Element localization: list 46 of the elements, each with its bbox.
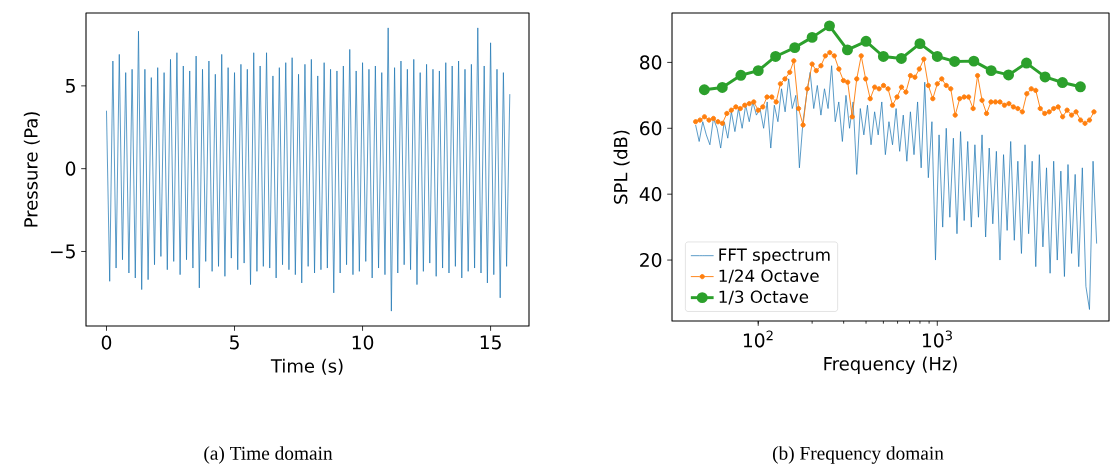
y-tick-label: 20 [640,252,662,268]
text: (a) Time domain [204,446,333,464]
point [698,84,710,96]
x-tick-label: 15 [480,335,501,350]
legend-label: 1/3 Octave [719,290,809,305]
y-tick-label: 40 [639,187,662,202]
point [824,20,835,32]
legend-label: FFT spectrum [719,248,830,265]
y-tick-label: 80 [640,55,662,70]
point [716,81,728,93]
point [949,55,961,67]
point [1074,81,1086,93]
y-axis-title: SPL (dB) [613,130,630,204]
point [735,69,747,81]
point [770,51,782,62]
x-tick-label: 0 [101,335,112,350]
point [914,38,926,50]
point [1056,77,1068,88]
point [968,55,980,67]
point [752,65,764,77]
line-series [106,27,511,312]
point [841,44,853,56]
line-series [695,65,1098,310]
y-tick-label: 60 [640,121,662,136]
point [1003,69,1015,81]
y-tick-label: 5 [66,78,75,93]
point [985,65,997,77]
x-tick-label: 10$^{3}$ [922,330,952,348]
y-axis-title: Pressure (Pa) [23,112,40,227]
point [1021,57,1032,69]
y-tick-label: −5 [50,244,75,259]
point [931,51,943,62]
point [1039,71,1051,83]
x-axis-title: Frequency (Hz) [824,356,957,374]
point [806,31,818,43]
legend-label: 1/24 Octave [719,269,819,284]
x-tick-label: 5 [230,335,239,350]
point [789,42,801,54]
y-tick-label: 0 [65,161,76,176]
point [877,51,889,62]
point [860,35,872,47]
x-axis-title: Time (s) [270,358,343,375]
point [895,52,907,64]
x-tick-label: 10 [352,335,374,350]
text: (b) Frequency domain [772,446,944,464]
x-tick-label: 10$^{2}$ [743,330,773,348]
